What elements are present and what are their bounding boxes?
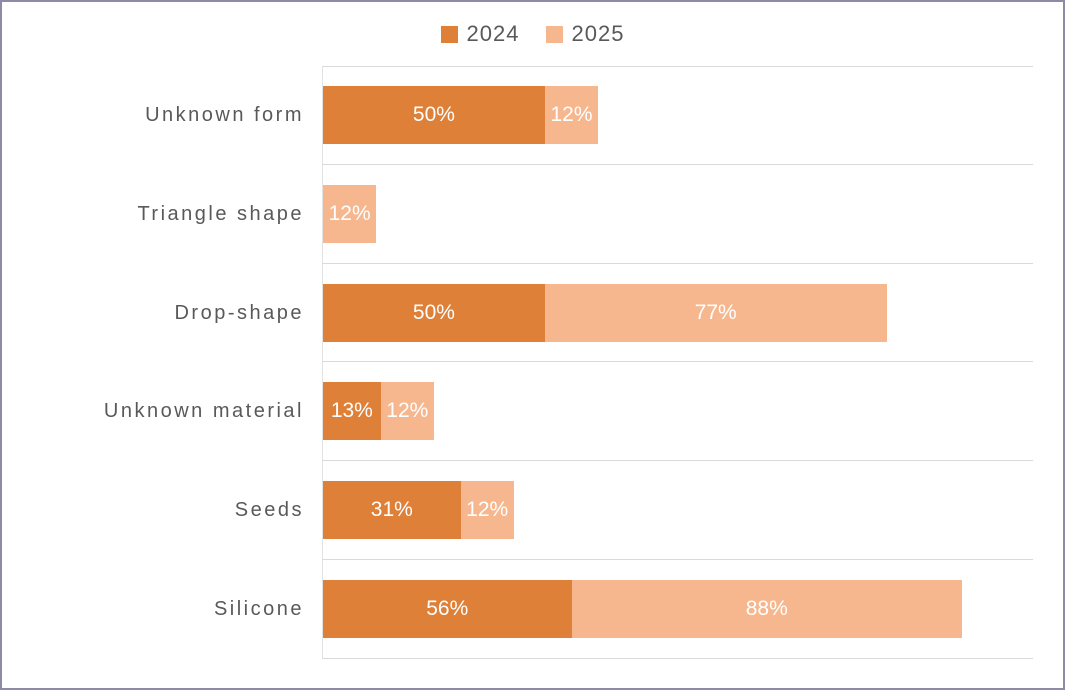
chart-row: Unknown material 13% 12% bbox=[2, 362, 1033, 462]
category-label: Unknown material bbox=[103, 400, 304, 423]
row-bars: 31% 12% bbox=[322, 461, 1033, 561]
chart-row: Triangle shape 12% bbox=[2, 164, 1033, 264]
legend: 2024 2025 bbox=[2, 2, 1063, 66]
stacked-bar: 50% 12% bbox=[323, 86, 1033, 145]
bar-segment-2024: 56% bbox=[323, 580, 572, 639]
chart-row: Drop-shape 50% 77% bbox=[2, 263, 1033, 363]
category-label: Silicone bbox=[213, 598, 304, 621]
legend-swatch-2024-icon bbox=[440, 25, 458, 43]
bar-segment-2025: 12% bbox=[544, 86, 599, 145]
stacked-bar: 31% 12% bbox=[323, 481, 1033, 540]
chart-row: Silicone 56% 88% bbox=[2, 560, 1033, 659]
bar-segment-2024: 50% bbox=[323, 283, 545, 342]
legend-item-2024: 2024 bbox=[440, 21, 520, 47]
row-bars: 50% 12% bbox=[322, 66, 1033, 165]
chart-row: Seeds 31% 12% bbox=[2, 461, 1033, 561]
stacked-bar: 56% 88% bbox=[323, 580, 1033, 639]
bar-segment-2025: 88% bbox=[571, 580, 962, 639]
bar-segment-2025: 12% bbox=[323, 184, 377, 243]
stacked-bar: 50% 77% bbox=[323, 283, 1033, 342]
legend-item-2025: 2025 bbox=[545, 21, 625, 47]
category-label: Triangle shape bbox=[137, 202, 304, 225]
row-bars: 12% bbox=[322, 164, 1033, 264]
category-label: Seeds bbox=[234, 499, 304, 522]
row-bars: 13% 12% bbox=[322, 362, 1033, 462]
bar-segment-2025: 77% bbox=[544, 283, 887, 342]
legend-label-2025: 2025 bbox=[571, 21, 625, 46]
stacked-bar: 13% 12% bbox=[323, 382, 1033, 441]
bar-segment-2024: 13% bbox=[323, 382, 381, 441]
bar-segment-2024: 50% bbox=[323, 86, 545, 145]
legend-swatch-2025-icon bbox=[545, 25, 563, 43]
legend-label-2024: 2024 bbox=[466, 21, 520, 46]
category-label: Unknown form bbox=[145, 103, 304, 126]
stacked-bar: 12% bbox=[323, 184, 1033, 243]
category-label: Drop-shape bbox=[174, 301, 304, 324]
chart-row: Unknown form 50% 12% bbox=[2, 66, 1033, 165]
row-bars: 56% 88% bbox=[322, 560, 1033, 659]
plot-area: Unknown form 50% 12% Triangle shape 12% Drop-… bbox=[2, 66, 1033, 659]
bar-segment-2025: 12% bbox=[460, 481, 514, 540]
row-bars: 50% 77% bbox=[322, 263, 1033, 363]
bar-segment-2025: 12% bbox=[380, 382, 434, 441]
bar-segment-2024: 31% bbox=[323, 481, 461, 540]
